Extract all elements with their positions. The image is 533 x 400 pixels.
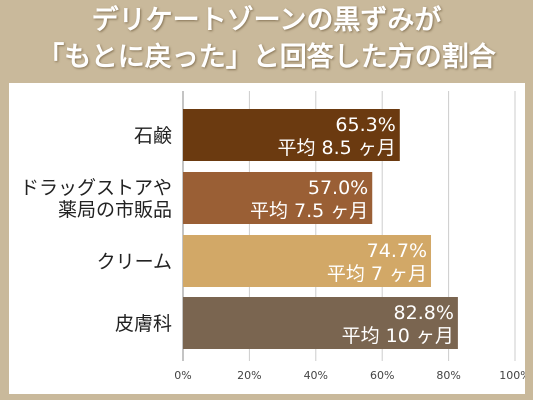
category-label: ドラッグストアや	[20, 177, 172, 199]
bar-sub-label: 平均 7.5 ヶ月	[250, 200, 368, 222]
x-tick-label: 20%	[237, 369, 261, 382]
bar-sub-label: 平均 8.5 ヶ月	[277, 137, 395, 159]
bar-value-label: 65.3%	[335, 114, 395, 136]
category-label: 薬局の市販品	[58, 199, 172, 221]
bar	[183, 297, 458, 349]
bar-value-label: 82.8%	[394, 302, 454, 324]
bar-sub-label: 平均 7 ヶ月	[327, 263, 427, 285]
bar-value-label: 57.0%	[308, 177, 368, 199]
bar	[183, 109, 400, 161]
x-tick-label: 60%	[370, 369, 394, 382]
title-line-2: 「もとに戻った」と回答した方の割合	[37, 42, 496, 73]
chart-panel: 0%20%40%60%80%100%65.3%平均 8.5 ヶ月石鹸57.0%平…	[9, 83, 525, 394]
chart-title: デリケートゾーンの黒ずみが 「もとに戻った」と回答した方の割合	[0, 2, 533, 76]
bar	[183, 235, 432, 287]
x-tick-label: 100%	[499, 369, 525, 382]
category-label: 皮膚科	[115, 313, 172, 335]
bar-sub-label: 平均 10 ヶ月	[342, 325, 454, 347]
x-tick-label: 0%	[174, 369, 191, 382]
category-label: 石鹸	[134, 125, 172, 147]
category-label: クリーム	[97, 251, 172, 273]
x-tick-label: 80%	[436, 369, 460, 382]
x-tick-label: 40%	[304, 369, 328, 382]
bar-value-label: 74.7%	[367, 240, 427, 262]
bar	[183, 172, 373, 224]
title-line-1: デリケートゾーンの黒ずみが	[91, 5, 442, 36]
bar-chart: 0%20%40%60%80%100%65.3%平均 8.5 ヶ月石鹸57.0%平…	[20, 91, 525, 382]
